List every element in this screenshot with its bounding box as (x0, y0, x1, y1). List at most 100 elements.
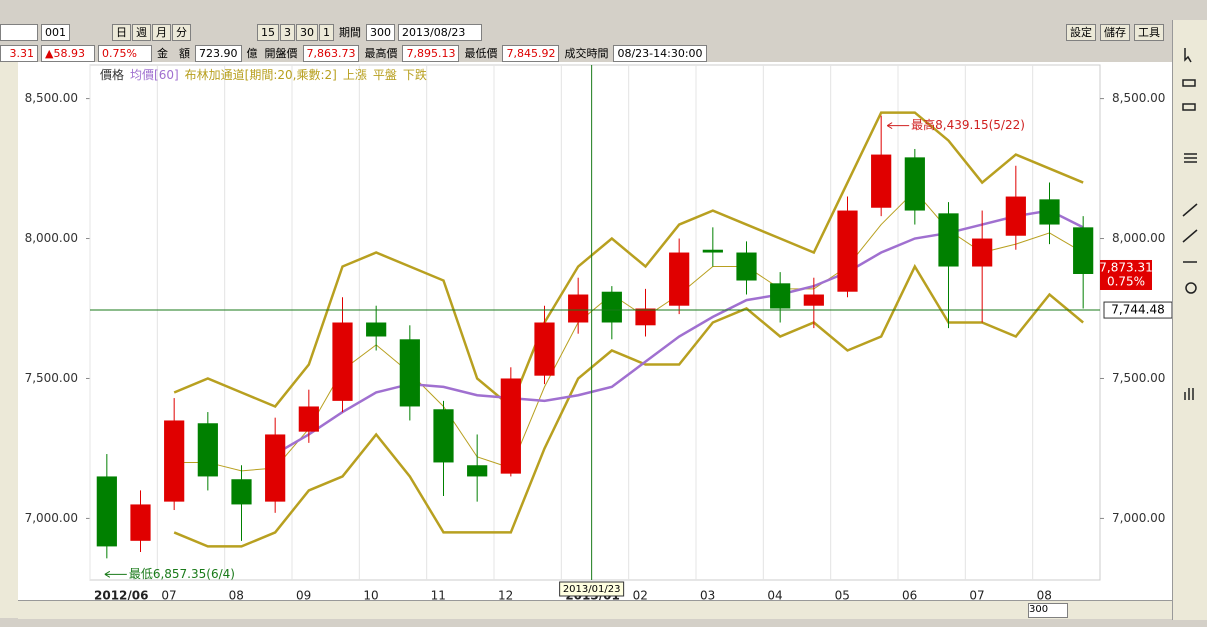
high: 7,895.13 (402, 44, 460, 62)
legend: 價格 均價[60] 布林加通道[期間:20,乘數:2] 上漲 平盤 下跌 (100, 67, 427, 82)
time: 08/23-14:30:00 (613, 44, 707, 62)
candle-body (736, 252, 757, 281)
x-tick-label: 11 (431, 589, 446, 601)
period-button[interactable]: 分 (172, 23, 191, 41)
x-tick-label: 07 (161, 589, 176, 601)
minute-button[interactable]: 3 (280, 23, 295, 41)
y-tick-label: 7,000.00 (25, 511, 78, 525)
candle-body (702, 249, 723, 253)
toolbar: 001 日週月分 15 3 30 1 期間 300 2013/08/23 設定 儲存 工具 (0, 22, 1170, 42)
range-label: 期間 (339, 26, 361, 39)
candle-body (1073, 227, 1094, 274)
change: ▲58.93 (41, 44, 95, 62)
time-label: 成交時間 (564, 47, 609, 60)
x-tick-label: 05 (835, 589, 850, 601)
candle-body (298, 406, 319, 432)
crosshair-label: 7,744.48 (1111, 303, 1164, 317)
candle-body (635, 308, 656, 326)
candle-body (197, 423, 218, 477)
code[interactable]: 001 (41, 23, 70, 41)
candle-body (770, 283, 791, 309)
chart: 7,000.00 7,000.00 7,500.00 7,500.00 8,000.00… (25, 64, 1173, 603)
open: 7,863.73 (302, 44, 360, 62)
candle-body (568, 294, 589, 323)
last-percent: 0.75% (1107, 274, 1145, 288)
x-tick-label: 08 (1037, 589, 1052, 601)
y-tick-label: 8,000.00 (25, 231, 78, 245)
candle-body (534, 322, 555, 376)
period-button[interactable]: 週 (132, 23, 151, 41)
candle-body (938, 213, 959, 267)
candle-body (332, 322, 353, 401)
chart-panel: 7,000.00 7,000.00 7,500.00 7,500.00 8,000.00… (18, 62, 1173, 603)
legend-flat: 平盤 (373, 68, 397, 82)
x-tick-label: 09 (296, 589, 311, 601)
percent: 0.75% (98, 44, 152, 62)
candle-body (164, 420, 185, 502)
amount-unit: 億 (246, 47, 258, 60)
candle-body (871, 154, 892, 208)
quote-bar: 3.31 ▲58.93 0.75% 金 額 723.90 億 開盤價 7,863… (0, 43, 707, 63)
arrow (886, 122, 910, 130)
x-tick-label: 02 (633, 589, 648, 601)
date[interactable]: 2013/08/23 (398, 23, 482, 41)
left-strip (0, 62, 19, 618)
legend-down: 下跌 (403, 67, 427, 82)
tool-icons (1182, 48, 1198, 400)
action-button[interactable]: 儲存 (1100, 23, 1130, 41)
action-button[interactable]: 工具 (1134, 23, 1164, 41)
last-price-box (1100, 259, 1152, 290)
candle-body (366, 322, 387, 337)
period-button[interactable]: 日 (112, 23, 131, 41)
x-tick-label: 12 (498, 589, 513, 601)
bollinger-upper (173, 111, 1084, 409)
candle-body (500, 378, 521, 474)
candle-body (1039, 199, 1060, 225)
y-tick-label: 8,000.00 (1112, 231, 1165, 245)
candle-body (467, 465, 488, 477)
period-button[interactable]: 月 (152, 23, 171, 41)
range[interactable]: 300 (366, 23, 395, 41)
legend-price: 價格 (100, 67, 124, 82)
minute-button[interactable]: 30 (296, 23, 318, 41)
candle-body (803, 294, 824, 306)
minute-button[interactable]: 1 (319, 23, 334, 41)
scrollbar[interactable]: 300 (18, 600, 1172, 619)
candle-body (265, 434, 286, 502)
date-box (559, 581, 625, 597)
y-tick-label: 8,500.00 (25, 91, 78, 105)
bollinger-middle (174, 190, 1084, 472)
x-tick-label: 10 (363, 589, 378, 601)
legend-bollinger: 布林加通道[期間:20,乘數:2] (185, 68, 337, 82)
y-tick-label: 8,500.00 (1112, 91, 1165, 105)
low-label: 最低價 (464, 47, 498, 60)
low: 7,845.92 (502, 44, 560, 62)
open-label: 開盤價 (264, 47, 298, 60)
y-tick-label: 7,500.00 (25, 371, 78, 385)
candle-body (904, 157, 925, 211)
actions: 設定 儲存 工具 (1066, 23, 1164, 41)
action-button[interactable]: 設定 (1066, 23, 1096, 41)
candle-body (837, 210, 858, 292)
candle-body (601, 291, 622, 323)
candle-body (669, 252, 690, 306)
candle-body (972, 238, 993, 267)
x-tick-label: 07 (969, 589, 984, 601)
bollinger-lower (173, 263, 1084, 548)
candle-body (231, 479, 252, 505)
minute-button[interactable]: 15 (257, 23, 279, 41)
amount-label: 金 額 (157, 47, 190, 60)
candle-body (399, 339, 420, 407)
low-annotation: 最低6,857.35(6/4) (129, 567, 235, 581)
drawing-tools (1172, 20, 1207, 620)
arrow (104, 570, 127, 578)
minutes: 15 3 30 1 (257, 23, 334, 41)
legend-ma: 均價[60] (130, 68, 179, 82)
last-price: 7,873.31 (1099, 260, 1152, 274)
zoom[interactable]: 300 (1028, 603, 1068, 618)
high-annotation: 最高8,439.15(5/22) (911, 117, 1025, 132)
x-tick-label: 04 (767, 589, 782, 601)
x-tick-label: 06 (902, 589, 917, 601)
blank (0, 23, 38, 41)
